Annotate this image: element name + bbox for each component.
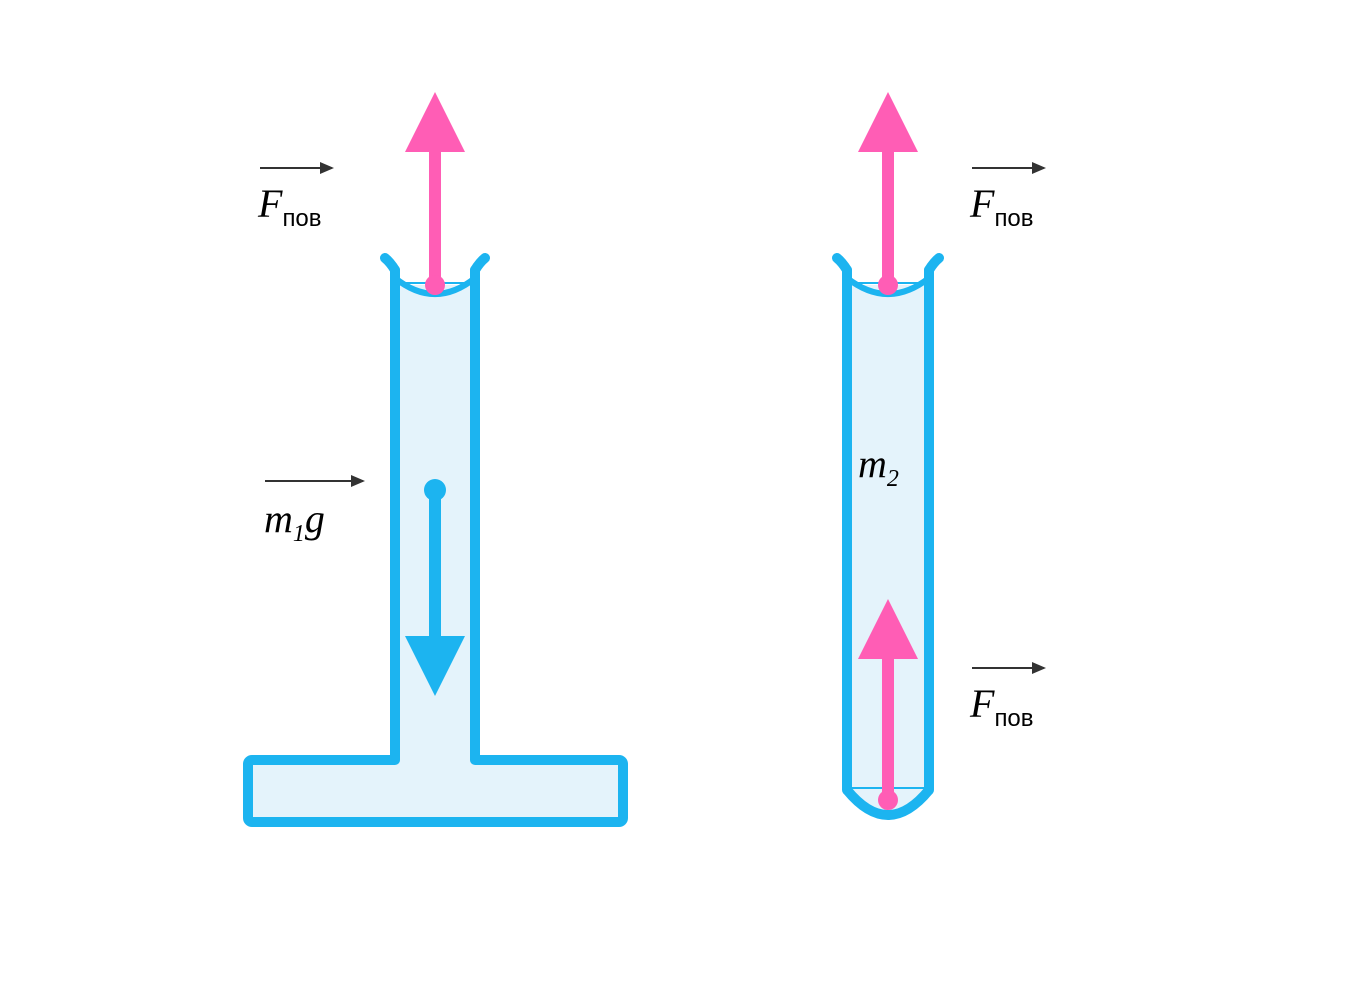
left-mg-label: m1g [264,495,325,548]
left-gravity-dot [424,479,446,501]
right-fpov-bottom-vector-arrow [972,667,1044,669]
left-mg-1: 1 [293,521,305,547]
right-lip-r [929,258,939,270]
right-force-bottom-dot [878,790,898,810]
physics-diagram: Fпов m1g Fпов Fпов m2 [0,0,1350,996]
diagram-svg [0,0,1350,996]
left-mg-g: g [305,496,325,541]
right-fpov-bottom-label: Fпов [970,680,1034,733]
left-fpov-label: Fпов [258,180,322,233]
left-fpov-sub: пов [282,205,321,232]
left-mg-m: m [264,496,293,541]
left-fpov-F: F [258,181,282,226]
right-force-top-dot [878,275,898,295]
left-tube-base-join [395,754,475,768]
left-lip-r [475,258,485,270]
right-lip-l [837,258,847,270]
right-m2-m: m [858,441,887,486]
left-base [248,760,623,822]
right-fpov-bottom-F: F [970,681,994,726]
left-fpov-vector-arrow [260,167,332,169]
left-lip-l [385,258,395,270]
right-fpov-bottom-sub: пов [994,705,1033,732]
right-m2-2: 2 [887,466,899,492]
right-m2-label: m2 [858,440,899,493]
right-fpov-top-F: F [970,181,994,226]
right-fpov-top-sub: пов [994,205,1033,232]
right-fpov-top-vector-arrow [972,167,1044,169]
left-mg-vector-arrow [265,480,363,482]
left-force-surface-dot [425,275,445,295]
right-fpov-top-label: Fпов [970,180,1034,233]
